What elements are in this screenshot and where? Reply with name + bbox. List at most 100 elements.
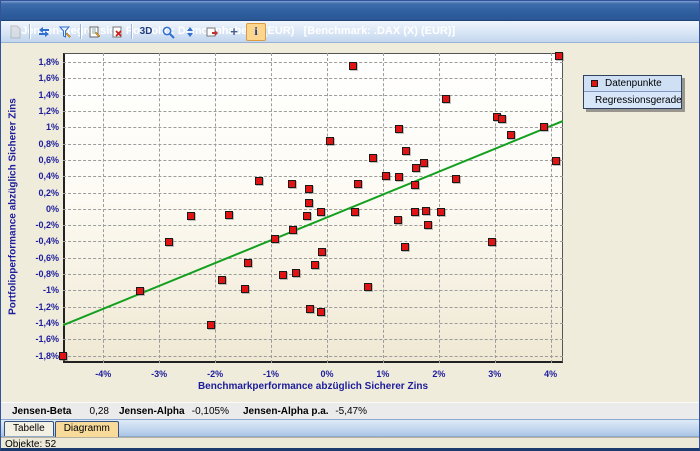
- edit-filter-icon[interactable]: [56, 23, 76, 41]
- data-point[interactable]: [271, 234, 280, 243]
- data-point[interactable]: [382, 171, 391, 180]
- y-tick-label: 0%: [45, 203, 59, 214]
- data-point[interactable]: [244, 258, 253, 267]
- data-point[interactable]: [351, 208, 359, 217]
- data-point[interactable]: [317, 208, 326, 217]
- y-gridline: [63, 225, 563, 227]
- data-point[interactable]: [292, 268, 301, 277]
- y-gridline: [63, 241, 563, 243]
- data-point[interactable]: [551, 157, 560, 165]
- refresh-icon[interactable]: [34, 23, 54, 41]
- data-point[interactable]: [401, 243, 410, 252]
- data-point[interactable]: [304, 184, 313, 193]
- data-point[interactable]: [287, 179, 296, 188]
- data-point[interactable]: [186, 211, 195, 220]
- x-tick-label: -1%: [263, 369, 280, 379]
- data-point[interactable]: [318, 248, 326, 257]
- data-point[interactable]: [224, 210, 233, 219]
- delete-icon[interactable]: [107, 23, 127, 41]
- jensen-beta-label: Jensen-Beta: [12, 406, 72, 417]
- data-point[interactable]: [422, 206, 431, 215]
- data-point[interactable]: [395, 173, 404, 182]
- selection-icon[interactable]: [5, 23, 25, 41]
- data-point[interactable]: [353, 179, 362, 188]
- data-point[interactable]: [411, 180, 420, 189]
- y-gridline: [63, 208, 563, 210]
- legend-point-marker-icon: [591, 80, 598, 87]
- y-tick-label: -1,8%: [35, 350, 59, 361]
- data-point[interactable]: [349, 61, 358, 70]
- data-point[interactable]: [289, 226, 298, 235]
- add-icon[interactable]: +: [230, 24, 238, 39]
- y-tick-label: -1,4%: [35, 318, 59, 329]
- data-point[interactable]: [540, 122, 549, 131]
- data-point[interactable]: [325, 136, 334, 145]
- data-point[interactable]: [310, 261, 319, 270]
- data-point[interactable]: [255, 176, 264, 185]
- data-point[interactable]: [498, 115, 507, 124]
- data-point[interactable]: [423, 221, 432, 230]
- x-gridline: [438, 53, 440, 363]
- data-point[interactable]: [165, 237, 174, 246]
- data-point[interactable]: [507, 130, 516, 139]
- 3d-view-icon[interactable]: 3D: [139, 26, 153, 37]
- data-point[interactable]: [555, 51, 564, 60]
- y-tick-label: -1,2%: [35, 301, 59, 312]
- data-point[interactable]: [442, 95, 451, 103]
- legend[interactable]: Datenpunkte Regressionsgerade: [583, 75, 682, 109]
- x-tick-label: 2%: [432, 369, 446, 379]
- x-gridline: [550, 53, 552, 363]
- y-gridline: [63, 290, 563, 292]
- data-point[interactable]: [394, 125, 403, 134]
- legend-label: Datenpunkte: [605, 78, 662, 89]
- jensen-alpha-pa-value: -5,47%: [335, 406, 367, 417]
- data-point[interactable]: [217, 276, 226, 285]
- x-gridline: [159, 53, 161, 363]
- zoom-icon[interactable]: [158, 23, 178, 41]
- data-point[interactable]: [302, 211, 311, 220]
- data-point[interactable]: [278, 271, 287, 280]
- data-point[interactable]: [410, 207, 419, 216]
- x-tick-label: 0%: [320, 369, 334, 379]
- data-point[interactable]: [451, 174, 460, 183]
- x-tick-label: 3%: [488, 369, 502, 379]
- x-gridline: [382, 53, 384, 363]
- data-point[interactable]: [305, 304, 314, 313]
- tab-tabelle[interactable]: Tabelle: [4, 421, 54, 436]
- data-point[interactable]: [402, 147, 411, 156]
- y-tick-label: 0,6%: [38, 154, 59, 165]
- data-point[interactable]: [304, 199, 313, 208]
- edit-report-icon[interactable]: [85, 23, 105, 41]
- tab-bar: Tabelle Diagramm: [1, 420, 699, 437]
- toolbar-separator: [131, 24, 132, 39]
- data-point[interactable]: [411, 164, 420, 173]
- info-icon[interactable]: i: [246, 22, 266, 41]
- y-tick-label: -0,4%: [35, 236, 59, 247]
- data-point[interactable]: [488, 237, 497, 246]
- x-gridline: [215, 53, 217, 363]
- legend-item-datenpunkte[interactable]: Datenpunkte: [584, 76, 681, 92]
- legend-item-regressionsgerade[interactable]: Regressionsgerade: [584, 92, 682, 108]
- y-tick-label: 1,6%: [38, 73, 59, 84]
- jensen-alpha-label: Jensen-Alpha: [119, 406, 185, 417]
- data-point[interactable]: [368, 153, 377, 162]
- y-gridline: [63, 78, 563, 80]
- data-point[interactable]: [364, 282, 373, 291]
- data-point[interactable]: [419, 159, 428, 168]
- toolbar-separator: [29, 24, 30, 39]
- data-point[interactable]: [241, 285, 250, 294]
- data-point[interactable]: [437, 208, 446, 217]
- data-point[interactable]: [394, 215, 403, 224]
- data-point[interactable]: [316, 307, 325, 316]
- tab-diagramm[interactable]: Diagramm: [54, 421, 119, 437]
- y-gridline: [63, 61, 563, 63]
- data-point[interactable]: [206, 320, 215, 329]
- sort-arrows-icon[interactable]: [180, 23, 200, 41]
- x-gridline: [494, 53, 496, 363]
- y-gridline: [63, 94, 563, 96]
- data-point[interactable]: [58, 351, 67, 360]
- data-point[interactable]: [136, 286, 145, 295]
- title-bar[interactable]: Jensen-Regression Portfolio: Demo-Inhabe…: [1, 1, 699, 37]
- export-icon[interactable]: [202, 23, 222, 41]
